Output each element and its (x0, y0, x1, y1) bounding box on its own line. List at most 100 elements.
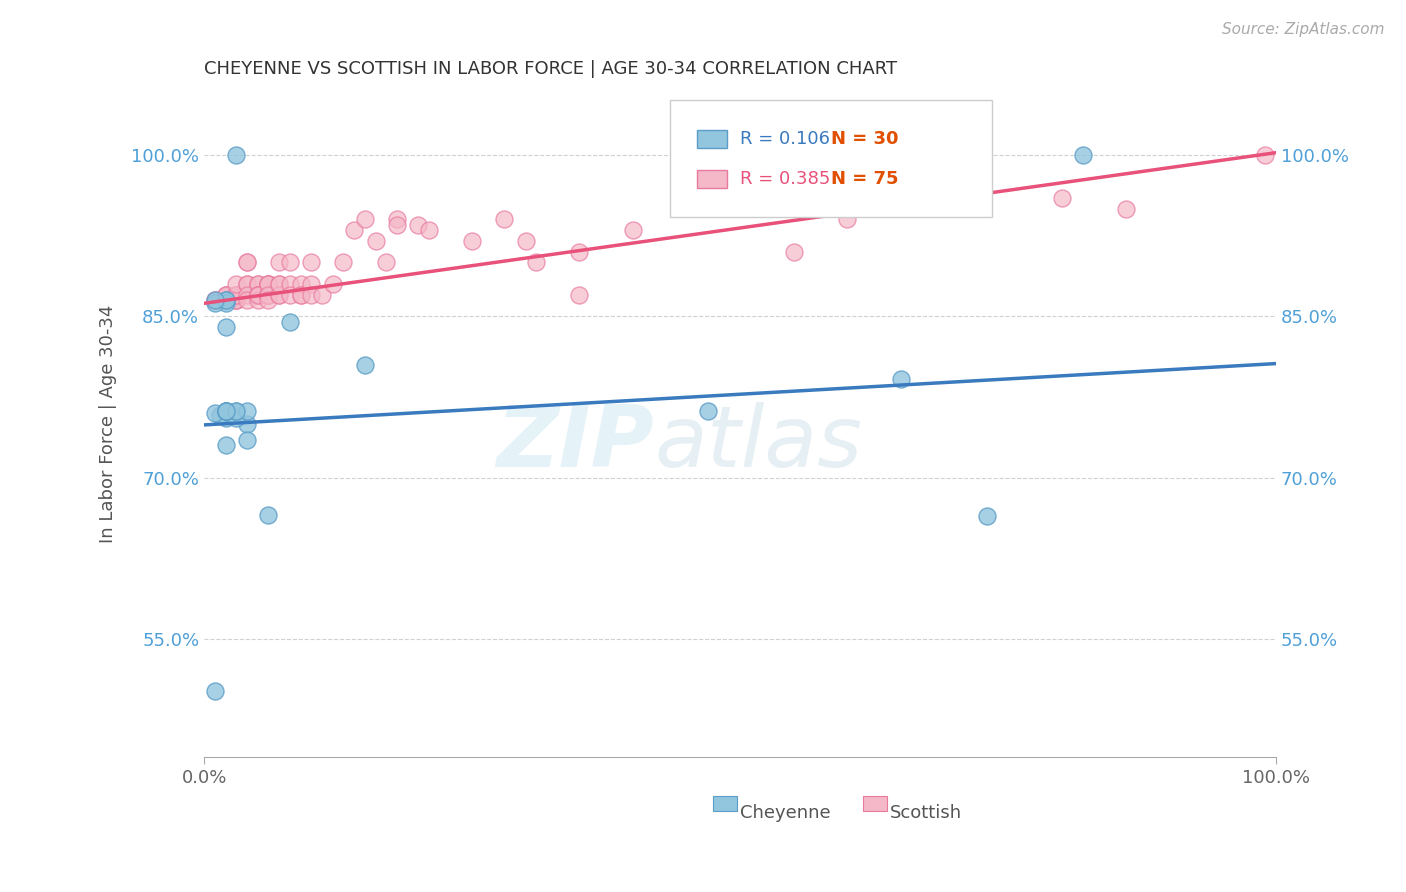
Point (214, 320, 236, 334)
Point (621, 223, 644, 237)
Text: Cheyenne: Cheyenne (740, 804, 831, 822)
Point (278, 287, 301, 301)
Point (257, 287, 280, 301)
Point (246, 293, 269, 307)
Point (214, 293, 236, 307)
Point (225, 148, 247, 162)
Point (225, 411, 247, 425)
Point (225, 287, 247, 301)
Point (385, 218, 408, 232)
Point (214, 287, 236, 301)
Point (214, 293, 236, 307)
Point (204, 683, 226, 698)
Point (214, 404, 236, 418)
Point (418, 223, 440, 237)
Point (269, 287, 291, 301)
Point (225, 404, 247, 418)
Point (257, 277, 280, 291)
FancyBboxPatch shape (863, 796, 887, 811)
Point (515, 234, 537, 248)
Point (236, 255, 259, 269)
Point (204, 406, 226, 420)
Text: ZIP: ZIP (496, 402, 654, 485)
Point (214, 411, 236, 425)
Point (257, 508, 280, 523)
Point (225, 293, 247, 307)
Point (269, 277, 291, 291)
Point (311, 287, 333, 301)
Text: N = 30: N = 30 (831, 130, 898, 148)
Point (257, 277, 280, 291)
Point (225, 287, 247, 301)
Point (204, 296, 226, 310)
Point (204, 293, 226, 307)
Point (214, 293, 236, 307)
Point (976, 509, 998, 524)
Point (236, 277, 259, 291)
Point (364, 234, 387, 248)
Point (214, 287, 236, 301)
Point (236, 293, 259, 307)
Point (322, 277, 344, 291)
Y-axis label: In Labor Force | Age 30-34: In Labor Force | Age 30-34 (100, 305, 117, 543)
FancyBboxPatch shape (671, 100, 991, 217)
Point (246, 287, 269, 301)
FancyBboxPatch shape (713, 796, 737, 811)
Point (890, 371, 912, 385)
Point (214, 287, 236, 301)
Point (408, 218, 430, 232)
Point (225, 293, 247, 307)
Point (204, 293, 226, 307)
Point (354, 212, 377, 227)
FancyBboxPatch shape (697, 169, 727, 188)
Point (375, 255, 398, 269)
Text: R = 0.106: R = 0.106 (740, 130, 830, 148)
Point (1050, 191, 1073, 205)
Point (461, 234, 484, 248)
Text: CHEYENNE VS SCOTTISH IN LABOR FORCE | AGE 30-34 CORRELATION CHART: CHEYENNE VS SCOTTISH IN LABOR FORCE | AG… (204, 60, 897, 78)
Point (225, 404, 247, 418)
Point (246, 287, 269, 301)
Point (278, 315, 301, 329)
Point (269, 287, 291, 301)
Point (214, 438, 236, 452)
Text: N = 75: N = 75 (831, 170, 898, 188)
Text: atlas: atlas (654, 402, 862, 485)
Point (246, 287, 269, 301)
Point (299, 255, 322, 269)
Point (782, 244, 804, 259)
Point (524, 255, 547, 269)
Point (290, 287, 312, 301)
Point (225, 277, 247, 291)
Point (278, 277, 301, 291)
Point (236, 417, 259, 431)
Point (225, 287, 247, 301)
Point (214, 404, 236, 418)
Point (236, 287, 259, 301)
Point (246, 277, 269, 291)
Point (236, 404, 259, 418)
Point (214, 296, 236, 310)
Point (236, 255, 259, 269)
Point (214, 404, 236, 418)
Point (290, 287, 312, 301)
Point (568, 287, 591, 301)
Point (257, 277, 280, 291)
Point (209, 408, 232, 422)
Point (1254, 148, 1277, 162)
Point (494, 212, 516, 227)
Text: R = 0.385: R = 0.385 (740, 170, 831, 188)
Point (568, 244, 591, 259)
Point (225, 293, 247, 307)
Point (354, 358, 377, 372)
Point (837, 212, 859, 227)
Point (1115, 202, 1137, 216)
Point (269, 255, 291, 269)
Point (214, 404, 236, 418)
Point (257, 287, 280, 301)
Point (299, 287, 322, 301)
Point (696, 404, 718, 418)
Point (269, 277, 291, 291)
Point (290, 277, 312, 291)
Point (246, 277, 269, 291)
